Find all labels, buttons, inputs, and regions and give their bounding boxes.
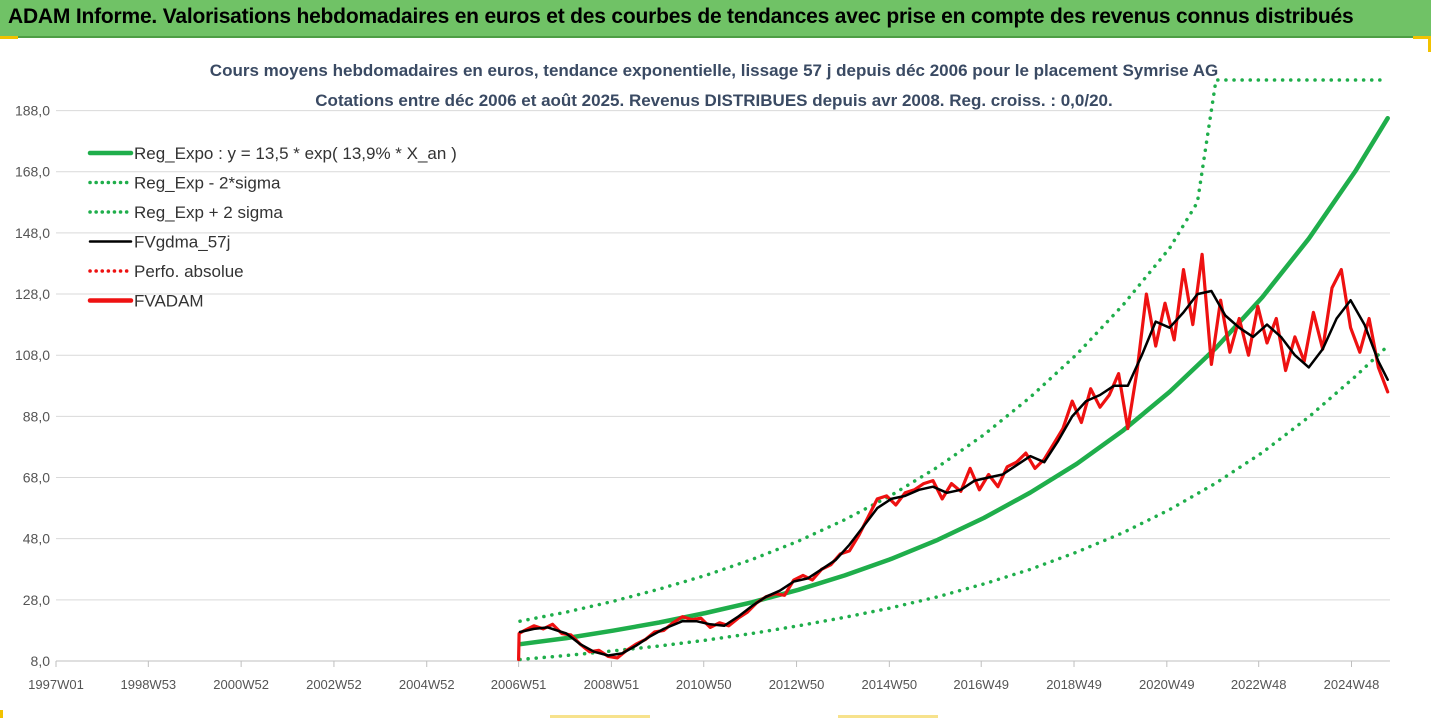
corner-marker-bottom-1 (550, 715, 650, 718)
legend-entry-label: Perfo. absolue (134, 262, 244, 281)
corner-marker-bottom-left (0, 710, 3, 718)
chart-title-line-1: Cours moyens hebdomadaires en euros, ten… (210, 61, 1218, 80)
y-tick-label: 148,0 (15, 225, 50, 241)
series-line-3 (518, 289, 1389, 657)
legend-entry-label: Reg_Exp - 2*sigma (134, 174, 281, 193)
y-tick-label: 188,0 (15, 103, 50, 119)
y-tick-label: 8,0 (31, 653, 51, 669)
x-tick-label: 2000W52 (213, 677, 269, 692)
x-tick-label: 2008W51 (584, 677, 640, 692)
x-tick-label: 1998W53 (121, 677, 177, 692)
x-tick-label: 2016W49 (953, 677, 1009, 692)
legend-entry-label: FVADAM (134, 292, 204, 311)
chart-title-line-2: Cotations entre déc 2006 et août 2025. R… (315, 91, 1112, 110)
x-tick-label: 2020W49 (1139, 677, 1195, 692)
corner-marker-bottom-2 (838, 715, 938, 718)
series-layer (517, 78, 1390, 662)
corner-marker-top-right (1413, 36, 1431, 39)
x-tick-label: 2002W52 (306, 677, 362, 692)
series-line-5 (517, 252, 1390, 662)
y-tick-label: 88,0 (23, 408, 50, 424)
legend-entry-label: FVgdma_57j (134, 233, 230, 252)
grid-layer (56, 110, 1390, 601)
x-tick-label: 1997W01 (28, 677, 84, 692)
legend: Reg_Expo : y = 13,5 * exp( 13,9% * X_an … (87, 144, 457, 311)
y-tick-label: 68,0 (23, 470, 50, 486)
series-line-1 (518, 344, 1390, 662)
report-title: ADAM Informe. Valorisations hebdomadaire… (8, 5, 1354, 28)
x-tick-label: 2004W52 (399, 677, 455, 692)
x-tick-label: 2022W48 (1231, 677, 1287, 692)
y-tick-label: 48,0 (23, 531, 50, 547)
x-tick-label: 2018W49 (1046, 677, 1102, 692)
y-tick-label: 108,0 (15, 347, 50, 363)
x-tick-label: 2012W50 (769, 677, 825, 692)
legend-entry-label: Reg_Expo : y = 13,5 * exp( 13,9% * X_an … (134, 144, 457, 163)
x-tick-label: 2024W48 (1324, 677, 1380, 692)
x-tick-label: 2010W50 (676, 677, 732, 692)
x-tick-label: 2014W50 (862, 677, 918, 692)
corner-marker-top-left (0, 36, 18, 39)
corner-marker-right (1428, 36, 1431, 52)
y-tick-label: 28,0 (23, 592, 50, 608)
x-tick-label: 2006W51 (491, 677, 547, 692)
series-line-0 (517, 115, 1390, 647)
y-tick-label: 128,0 (15, 286, 50, 302)
legend-entry-label: Reg_Exp + 2 sigma (134, 203, 283, 222)
report-banner: ADAM Informe. Valorisations hebdomadaire… (0, 0, 1431, 38)
series-line-2 (518, 78, 1390, 623)
y-tick-label: 168,0 (15, 164, 50, 180)
axis-layer: 8,0 28,0 48,0 68,0 88,0 108,0 128,0 148,0 168,0 1… (15, 103, 1390, 692)
